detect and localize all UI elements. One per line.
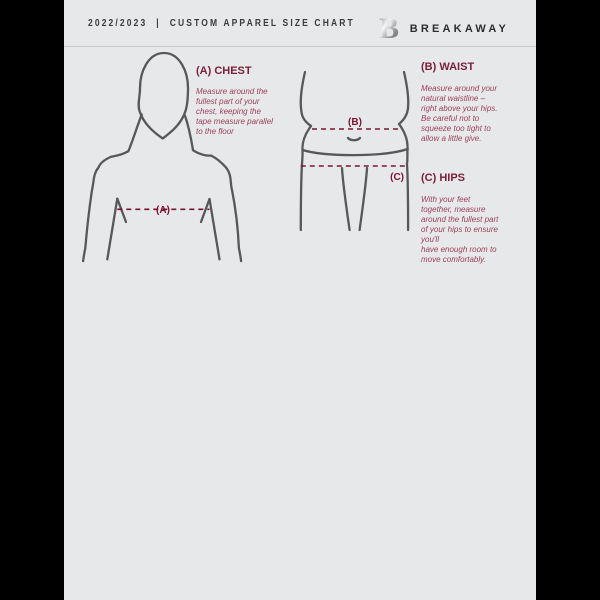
svg-text:(C): (C): [390, 172, 404, 183]
svg-text:(A): (A): [156, 205, 170, 216]
svg-text:(B): (B): [348, 117, 362, 128]
